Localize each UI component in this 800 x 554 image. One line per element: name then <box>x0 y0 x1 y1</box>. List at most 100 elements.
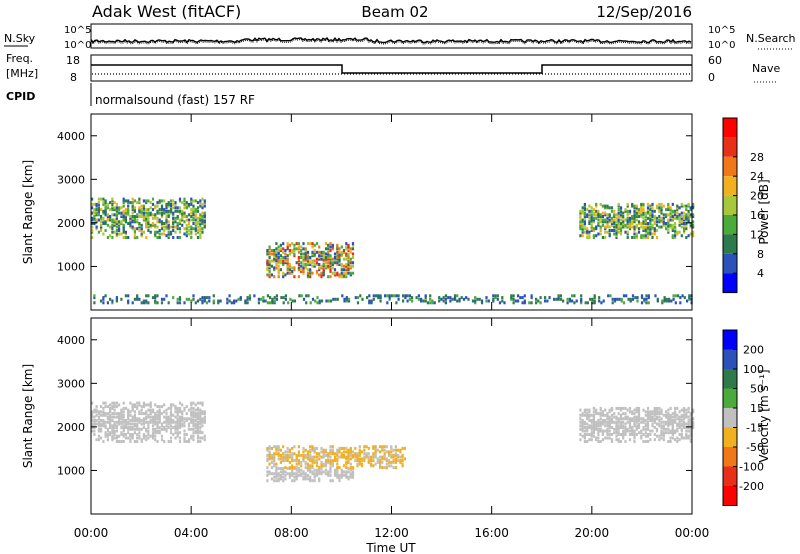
echo-cell <box>203 218 206 222</box>
echo-cell <box>669 429 672 433</box>
echo-cell <box>133 234 136 238</box>
echo-cell <box>606 220 609 224</box>
echo-cell <box>633 424 636 428</box>
echo-cell <box>115 220 118 224</box>
echo-cell <box>165 415 168 419</box>
echo-cell <box>622 301 626 305</box>
echo-cell <box>129 222 132 225</box>
echo-cell <box>622 294 626 298</box>
echo-cell <box>95 410 98 414</box>
echo-cell <box>377 294 380 298</box>
echo-cell <box>151 408 155 412</box>
echo-cell <box>631 412 634 416</box>
echo-cell <box>345 473 348 477</box>
noise-left-tick-bottom: 10^0 <box>64 40 91 51</box>
echo-cell <box>685 236 688 239</box>
echo-cell <box>604 225 607 229</box>
echo-cell <box>271 297 274 301</box>
echo-cell <box>358 448 361 452</box>
echo-cell <box>295 472 298 476</box>
echo-cell <box>579 413 582 417</box>
echo-cell <box>678 433 681 436</box>
echo-cell <box>145 420 148 424</box>
echo-cell <box>617 213 620 217</box>
echo-cell <box>327 247 330 251</box>
echo-cell <box>293 472 296 476</box>
echo-cell <box>172 403 175 407</box>
echo-cell <box>336 448 339 452</box>
colorbar-swatch <box>723 447 737 467</box>
echo-cell <box>619 415 623 419</box>
echo-cell <box>333 472 337 476</box>
echo-cell <box>649 216 652 220</box>
echo-cell <box>140 204 143 208</box>
echo-cell <box>309 450 312 454</box>
echo-cell <box>678 422 681 426</box>
echo-cell <box>496 294 499 298</box>
echo-cell <box>370 464 373 468</box>
echo-cell <box>133 208 136 212</box>
echo-cell <box>617 412 620 416</box>
echo-cell <box>277 252 280 256</box>
echo-cell <box>145 410 148 414</box>
echo-cell <box>288 455 291 459</box>
echo-cell <box>277 259 280 263</box>
echo-cell <box>291 466 294 470</box>
echo-cell <box>275 452 278 456</box>
colorbar-tick-label: -100 <box>739 461 764 474</box>
echo-cell <box>115 234 118 238</box>
echo-cell <box>149 201 152 205</box>
echo-cell <box>165 206 168 210</box>
echo-cell <box>109 410 112 414</box>
echo-cell <box>625 294 628 298</box>
echo-cell <box>655 204 659 208</box>
echo-cell <box>124 420 127 424</box>
echo-cell <box>163 440 166 443</box>
echo-cell <box>124 419 127 422</box>
echo-cell <box>654 294 657 298</box>
echo-cell <box>129 215 132 218</box>
echo-cell <box>595 438 598 442</box>
echo-cell <box>646 410 650 414</box>
echo-cell <box>165 412 168 416</box>
echo-cell <box>313 460 316 464</box>
echo-cell <box>138 222 141 225</box>
echo-cell <box>297 259 300 263</box>
echo-cell <box>111 199 114 203</box>
echo-cell <box>275 472 278 476</box>
echo-cell <box>127 420 130 424</box>
echo-cell <box>302 455 305 459</box>
echo-cell <box>640 294 644 298</box>
echo-cell <box>674 230 677 234</box>
echo-cell <box>597 436 600 440</box>
echo-cell <box>458 297 461 301</box>
echo-cell <box>622 406 625 410</box>
echo-cell <box>388 460 391 464</box>
echo-cell <box>608 417 611 421</box>
echo-cell <box>297 445 300 449</box>
echo-cell <box>97 197 100 201</box>
colorbar-swatch <box>723 408 737 428</box>
echo-cell <box>636 299 639 303</box>
echo-cell <box>392 453 395 457</box>
echo-cell <box>336 450 339 454</box>
echo-cell <box>347 450 350 454</box>
echo-cell <box>320 472 323 476</box>
echo-cell <box>367 455 370 459</box>
echo-cell <box>320 470 323 474</box>
echo-cell <box>196 440 200 443</box>
echo-cell <box>320 464 323 468</box>
echo-cell <box>100 427 103 431</box>
echo-cell <box>667 413 670 417</box>
echo-cell <box>288 250 291 254</box>
echo-cell <box>579 234 582 238</box>
echo-cell <box>672 294 675 298</box>
echo-cell <box>671 419 674 422</box>
echo-cell <box>133 415 136 419</box>
echo-cell <box>288 453 291 457</box>
echo-cell <box>178 424 182 428</box>
echo-cell <box>275 446 278 450</box>
echo-cell <box>642 417 645 421</box>
echo-cell <box>367 446 370 450</box>
echo-cell <box>368 294 371 298</box>
